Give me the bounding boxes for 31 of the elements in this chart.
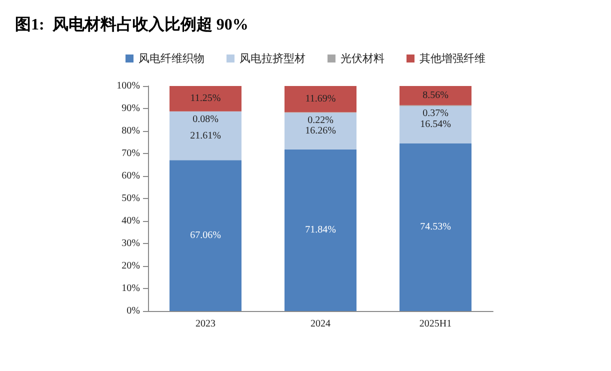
data-label: 0.22% xyxy=(308,115,334,126)
legend-label: 风电拉挤型材 xyxy=(240,52,306,65)
y-tick-label: 10% xyxy=(122,283,140,294)
data-label: 11.25% xyxy=(190,93,221,104)
y-tick-label: 90% xyxy=(122,103,140,114)
data-label: 0.08% xyxy=(192,114,218,125)
data-label: 21.61% xyxy=(190,130,221,142)
legend-label: 风电纤维织物 xyxy=(138,52,204,65)
x-tick-label: 2024 xyxy=(310,318,330,330)
y-tick-label: 80% xyxy=(122,126,140,136)
data-label: 0.37% xyxy=(422,108,448,120)
x-tick-label: 2023 xyxy=(196,318,216,330)
chart-title: 图1: 风电材料占收入比例超 90% xyxy=(15,16,248,34)
x-tick-label: 2025H1 xyxy=(419,318,452,330)
y-tick-label: 100% xyxy=(116,80,140,92)
legend-label: 光伏材料 xyxy=(340,52,384,65)
y-tick-label: 70% xyxy=(122,148,140,159)
y-tick-label: 50% xyxy=(122,193,140,204)
legend-label: 其他增强纤维 xyxy=(420,52,486,65)
y-tick-label: 40% xyxy=(122,216,140,226)
y-tick-label: 20% xyxy=(122,260,140,272)
data-label: 11.69% xyxy=(305,94,336,105)
data-label: 8.56% xyxy=(422,90,448,102)
y-tick-label: 0% xyxy=(126,306,140,316)
data-label: 67.06% xyxy=(190,230,221,242)
y-tick-label: 30% xyxy=(122,238,140,249)
data-label: 71.84% xyxy=(305,224,336,236)
y-tick-label: 60% xyxy=(122,170,140,182)
data-label: 16.54% xyxy=(420,119,451,130)
data-label: 16.26% xyxy=(305,126,336,137)
data-label: 74.53% xyxy=(420,222,451,233)
